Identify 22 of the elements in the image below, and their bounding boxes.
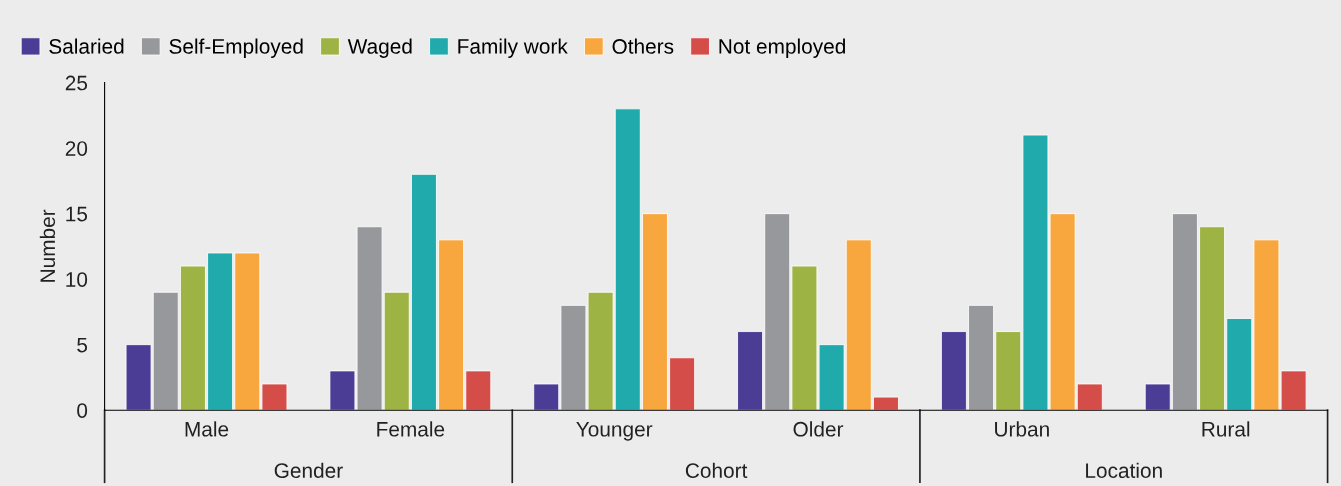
legend-label: Not employed <box>719 38 845 58</box>
legend-label: Salaried <box>49 38 124 54</box>
x-tick-label: Male <box>185 421 229 437</box>
y-tick-label: 0 <box>77 403 88 418</box>
x-tick-label: Older <box>793 421 844 437</box>
legend-label: Self-Employed <box>169 38 303 58</box>
y-tick-label: 15 <box>66 206 88 222</box>
legend-label: Family work <box>458 38 568 58</box>
y-tick-label: 25 <box>65 75 88 91</box>
y-tick-label: 5 <box>77 337 88 353</box>
legend-label: Waged <box>347 38 412 58</box>
text: Location <box>1086 462 1162 479</box>
y-tick-label: 10 <box>66 272 88 287</box>
x-tick-label: Female <box>377 421 445 437</box>
y-tick-label: 20 <box>65 141 88 156</box>
text: Cohort <box>685 462 748 479</box>
x-tick-label: Urban <box>995 421 1049 437</box>
x-tick-label: Rural <box>1202 421 1250 437</box>
y-axis-title: Number <box>39 209 56 282</box>
legend-label: Others <box>612 38 674 54</box>
x-tick-label: Younger <box>576 422 653 441</box>
text: Gender <box>274 462 343 479</box>
